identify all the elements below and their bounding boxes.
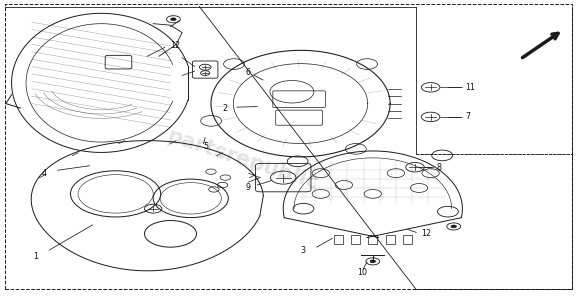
Circle shape <box>370 260 376 263</box>
Bar <box>403 235 412 244</box>
Text: 8: 8 <box>436 163 442 172</box>
Circle shape <box>451 225 457 228</box>
Text: 1: 1 <box>34 252 39 260</box>
Text: 12: 12 <box>171 41 181 50</box>
Text: 4: 4 <box>42 169 47 178</box>
Text: 11: 11 <box>465 83 475 92</box>
Text: 10: 10 <box>357 268 367 277</box>
Text: partsrepublic: partsrepublic <box>165 126 321 194</box>
Text: 6: 6 <box>246 68 251 77</box>
Text: 12: 12 <box>421 229 431 238</box>
Text: 2: 2 <box>223 104 228 112</box>
Bar <box>386 235 395 244</box>
Bar <box>351 235 360 244</box>
Circle shape <box>171 18 176 21</box>
Text: 7: 7 <box>465 112 470 121</box>
Bar <box>368 235 377 244</box>
Bar <box>334 235 343 244</box>
Text: 5: 5 <box>203 142 209 151</box>
Text: 3: 3 <box>301 246 306 255</box>
Text: 9: 9 <box>246 184 251 192</box>
